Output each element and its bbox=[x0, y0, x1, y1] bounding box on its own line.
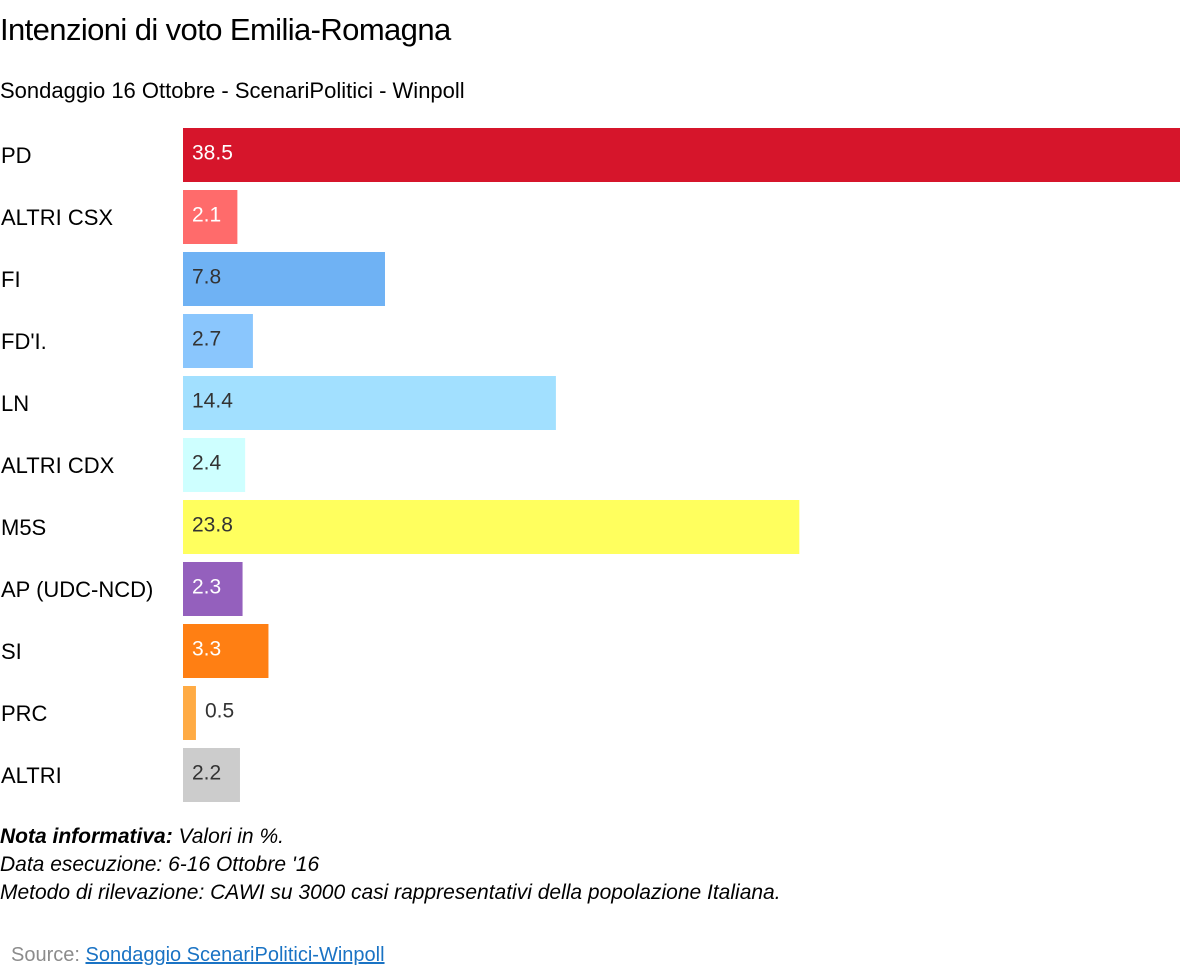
value-label-altri: 2.2 bbox=[192, 762, 221, 785]
value-label-fd-i: 2.7 bbox=[192, 328, 221, 351]
bar-ln bbox=[183, 376, 556, 430]
source-label: Source: bbox=[11, 944, 86, 966]
bar-altri-cdx bbox=[183, 438, 246, 492]
notes-line-1: Nota informativa: Valori in %. bbox=[0, 823, 781, 851]
notes-method: Metodo di rilevazione: CAWI su 3000 casi… bbox=[0, 881, 781, 904]
chart-title: Intenzioni di voto Emilia-Romagna bbox=[0, 12, 451, 47]
bar-si bbox=[183, 624, 269, 678]
bar-altri-csx bbox=[183, 190, 238, 244]
value-label-ap-udc-ncd: 2.3 bbox=[192, 576, 221, 599]
bar-ap-udc-ncd bbox=[183, 562, 243, 616]
category-label-altri-csx: ALTRI CSX bbox=[1, 205, 113, 230]
value-label-altri-csx: 2.1 bbox=[192, 204, 221, 227]
value-label-fi: 7.8 bbox=[192, 266, 221, 289]
bar-fd-i bbox=[183, 314, 253, 368]
category-label-fd-i: FD'I. bbox=[1, 329, 47, 354]
notes-date: Data esecuzione: 6-16 Ottobre '16 bbox=[0, 853, 320, 876]
bar-fi bbox=[183, 252, 385, 306]
category-label-ap-udc-ncd: AP (UDC-NCD) bbox=[1, 577, 153, 602]
notes: Nota informativa: Valori in %. Data esec… bbox=[0, 823, 781, 907]
value-label-prc: 0.5 bbox=[205, 700, 234, 723]
category-label-fi: FI bbox=[1, 267, 21, 292]
category-label-altri-cdx: ALTRI CDX bbox=[1, 453, 115, 478]
notes-units: Valori in %. bbox=[172, 825, 284, 848]
bar-pd bbox=[183, 128, 1180, 182]
chart-subtitle: Sondaggio 16 Ottobre - ScenariPolitici -… bbox=[0, 78, 465, 103]
category-label-si: SI bbox=[1, 639, 22, 664]
category-label-pd: PD bbox=[1, 143, 32, 168]
value-label-altri-cdx: 2.4 bbox=[192, 452, 222, 475]
value-label-ln: 14.4 bbox=[192, 390, 233, 413]
category-label-m5s: M5S bbox=[1, 515, 46, 540]
bar-m5s bbox=[183, 500, 800, 554]
notes-title: Nota informativa: bbox=[0, 825, 173, 848]
source: Source: Sondaggio ScenariPolitici-Winpol… bbox=[11, 944, 385, 967]
category-label-ln: LN bbox=[1, 391, 29, 416]
source-link[interactable]: Sondaggio ScenariPolitici-Winpoll bbox=[85, 944, 385, 966]
bar-chart: PD 38.5 ALTRI CSX 2.1 FI 7.8 FD'I. 2.7 LN 14.4 ALT… bbox=[1, 128, 1180, 802]
value-label-si: 3.3 bbox=[192, 638, 221, 661]
value-label-pd: 38.5 bbox=[192, 142, 233, 165]
bar-prc bbox=[183, 686, 196, 740]
value-label-m5s: 23.8 bbox=[192, 514, 233, 537]
category-label-altri: ALTRI bbox=[1, 763, 62, 788]
category-label-prc: PRC bbox=[1, 701, 48, 726]
bar-altri bbox=[183, 748, 240, 802]
